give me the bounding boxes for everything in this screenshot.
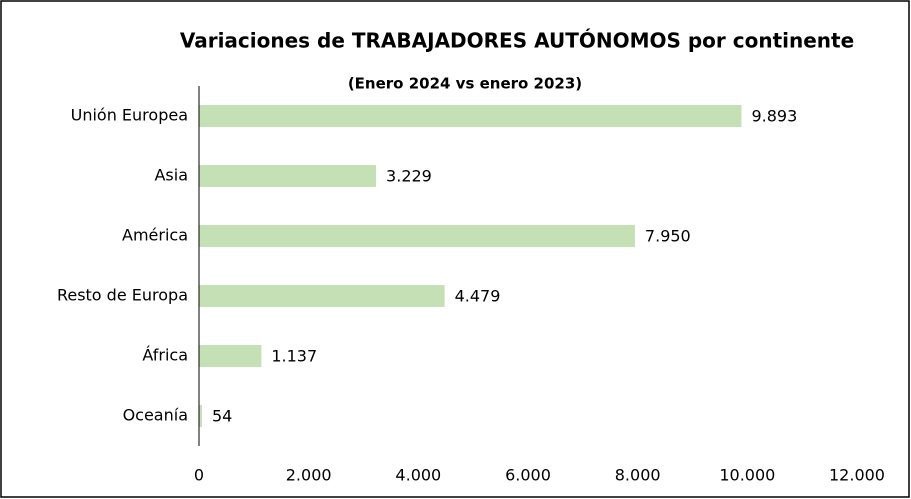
x-tick-label: 4.000 [395, 466, 441, 485]
y-tick-label: América [122, 226, 188, 245]
y-tick-label: Asia [154, 166, 188, 185]
y-tick-label: Oceanía [123, 406, 188, 425]
x-tick-label: 6.000 [505, 466, 551, 485]
bar [199, 285, 445, 307]
x-tick-label: 0 [194, 466, 204, 485]
bar [199, 165, 377, 187]
value-label: 9.893 [751, 107, 797, 126]
value-label: 7.950 [645, 227, 691, 246]
value-label: 54 [212, 407, 232, 426]
bar [199, 405, 202, 427]
chart-subtitle: (Enero 2024 vs enero 2023) [348, 75, 582, 93]
x-tick-label: 10.000 [719, 466, 775, 485]
x-tick-label: 12.000 [829, 466, 885, 485]
y-tick-label: Unión Europea [71, 106, 188, 125]
value-label: 4.479 [455, 287, 501, 306]
bar [199, 345, 262, 367]
y-tick-label: Resto de Europa [57, 286, 188, 305]
value-label: 3.229 [386, 167, 432, 186]
x-tick-label: 8.000 [615, 466, 661, 485]
bar [199, 225, 635, 247]
bar [199, 105, 742, 127]
value-label: 1.137 [271, 347, 317, 366]
y-tick-label: África [142, 346, 188, 365]
x-tick-label: 2.000 [286, 466, 332, 485]
chart-title: Variaciones de TRABAJADORES AUTÓNOMOS po… [180, 29, 854, 53]
